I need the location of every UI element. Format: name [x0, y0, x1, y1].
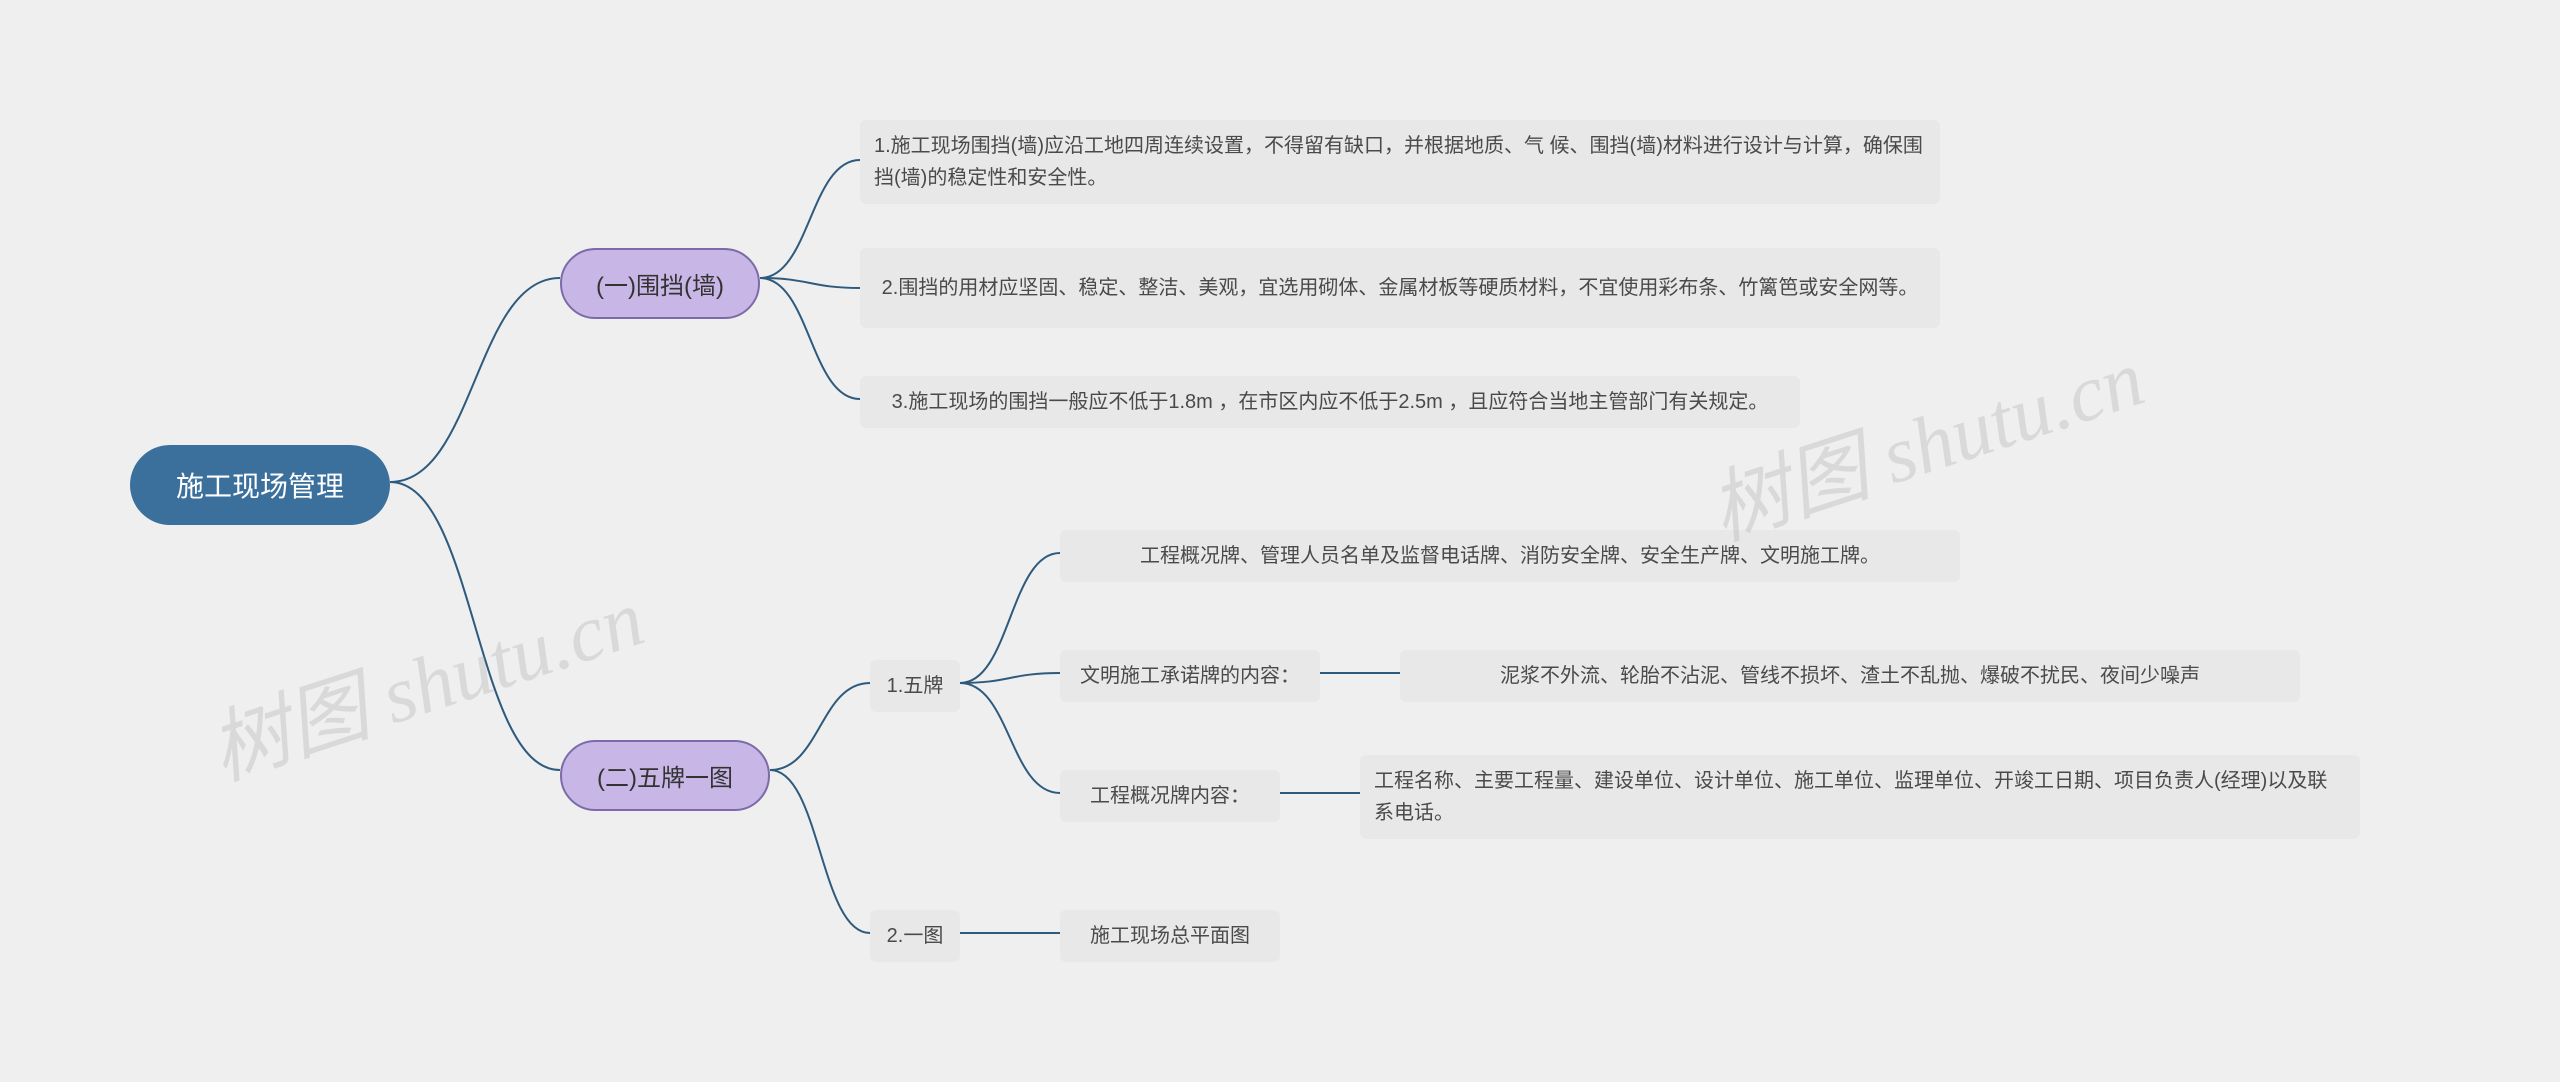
fence-item-1: 1.施工现场围挡(墙)应沿工地四周连续设置，不得留有缺口，并根据地质、气 候、围…: [860, 120, 1940, 204]
branch-boards-label: (二)五牌一图: [597, 758, 733, 793]
mindmap-canvas: 施工现场管理 (一)围挡(墙) 1.施工现场围挡(墙)应沿工地四周连续设置，不得…: [0, 0, 2560, 1082]
5pai-child-2: 文明施工承诺牌的内容：: [1060, 650, 1320, 702]
root-label: 施工现场管理: [176, 465, 344, 505]
5pai-child-1-text: 工程概况牌、管理人员名单及监督电话牌、消防安全牌、安全生产牌、文明施工牌。: [1140, 540, 1880, 572]
fence-item-3: 3.施工现场的围挡一般应不低于1.8m ，在市区内应不低于2.5m ，且应符合当…: [860, 376, 1800, 428]
1tu-child-1: 施工现场总平面图: [1060, 910, 1280, 962]
branch-boards[interactable]: (二)五牌一图: [560, 740, 770, 811]
boards-sub-1tu-text: 2.一图: [887, 920, 944, 952]
5pai-child-3-detail-text: 工程名称、主要工程量、建设单位、设计单位、施工单位、监理单位、开竣工日期、项目负…: [1374, 765, 2346, 829]
boards-sub-1tu[interactable]: 2.一图: [870, 910, 960, 962]
branch-fence[interactable]: (一)围挡(墙): [560, 248, 760, 319]
fence-item-2-text: 2.围挡的用材应坚固、稳定、整洁、美观，宜选用砌体、金属材板等硬质材料，不宜使用…: [882, 272, 1919, 304]
boards-sub-5pai-text: 1.五牌: [887, 670, 944, 702]
1tu-child-1-text: 施工现场总平面图: [1090, 920, 1250, 952]
5pai-child-1: 工程概况牌、管理人员名单及监督电话牌、消防安全牌、安全生产牌、文明施工牌。: [1060, 530, 1960, 582]
boards-sub-5pai[interactable]: 1.五牌: [870, 660, 960, 712]
branch-fence-label: (一)围挡(墙): [596, 266, 724, 301]
5pai-child-3-detail: 工程名称、主要工程量、建设单位、设计单位、施工单位、监理单位、开竣工日期、项目负…: [1360, 755, 2360, 839]
5pai-child-2-text: 文明施工承诺牌的内容：: [1080, 660, 1300, 692]
5pai-child-3-text: 工程概况牌内容：: [1090, 780, 1250, 812]
fence-item-2: 2.围挡的用材应坚固、稳定、整洁、美观，宜选用砌体、金属材板等硬质材料，不宜使用…: [860, 248, 1940, 328]
5pai-child-2-detail-text: 泥浆不外流、轮胎不沾泥、管线不损坏、渣土不乱抛、爆破不扰民、夜间少噪声: [1500, 660, 2200, 692]
5pai-child-2-detail: 泥浆不外流、轮胎不沾泥、管线不损坏、渣土不乱抛、爆破不扰民、夜间少噪声: [1400, 650, 2300, 702]
root-node[interactable]: 施工现场管理: [130, 445, 390, 525]
fence-item-1-text: 1.施工现场围挡(墙)应沿工地四周连续设置，不得留有缺口，并根据地质、气 候、围…: [874, 130, 1926, 194]
5pai-child-3: 工程概况牌内容：: [1060, 770, 1280, 822]
fence-item-3-text: 3.施工现场的围挡一般应不低于1.8m ，在市区内应不低于2.5m ，且应符合当…: [892, 386, 1769, 418]
